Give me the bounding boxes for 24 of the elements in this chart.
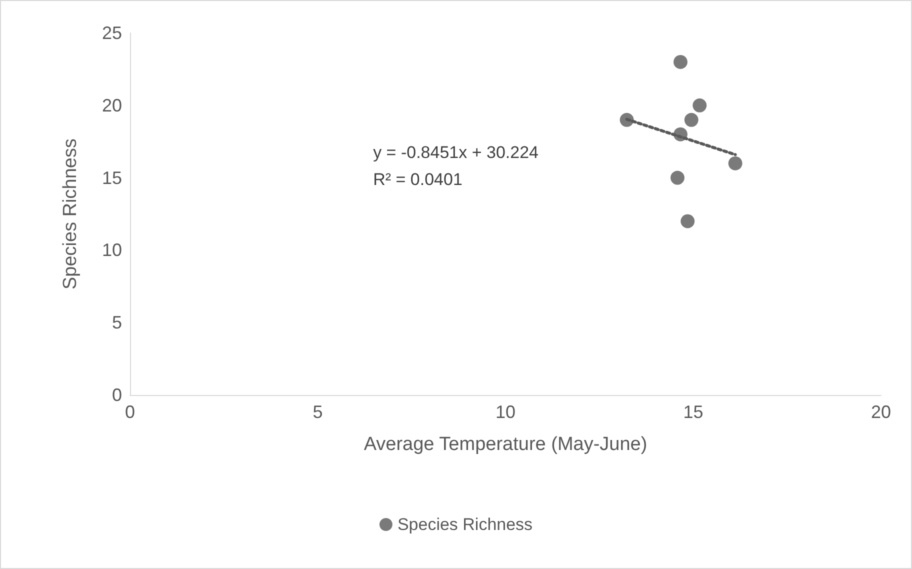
point bbox=[673, 127, 688, 142]
y-tick-label: 10 bbox=[102, 240, 122, 260]
y-tick-label: 25 bbox=[102, 23, 122, 43]
x-axis-title: Average Temperature (May-June) bbox=[364, 434, 648, 455]
point bbox=[620, 112, 634, 127]
x-tick-label: 5 bbox=[312, 402, 323, 422]
x-tick-label: 20 bbox=[870, 402, 892, 422]
legend-label: Species Richness bbox=[397, 515, 533, 534]
y-axis-title: Species Richness bbox=[60, 138, 81, 290]
y-tick-label: 15 bbox=[102, 168, 122, 188]
annotation: y = -0.8451x + 30.224 bbox=[373, 143, 538, 162]
y-tick-label: 5 bbox=[112, 312, 122, 333]
point bbox=[670, 170, 684, 185]
y-tick-label: 0 bbox=[112, 385, 122, 405]
point bbox=[692, 98, 707, 112]
point bbox=[684, 112, 698, 127]
y-tick-label: 20 bbox=[102, 95, 122, 116]
annotation: R² = 0.0401 bbox=[373, 170, 462, 190]
point bbox=[673, 54, 688, 69]
x-tick-label: 0 bbox=[124, 402, 136, 422]
point bbox=[728, 156, 742, 170]
x-tick-label: 15 bbox=[683, 402, 704, 422]
point bbox=[680, 214, 695, 228]
x-tick-label: 10 bbox=[495, 402, 516, 422]
